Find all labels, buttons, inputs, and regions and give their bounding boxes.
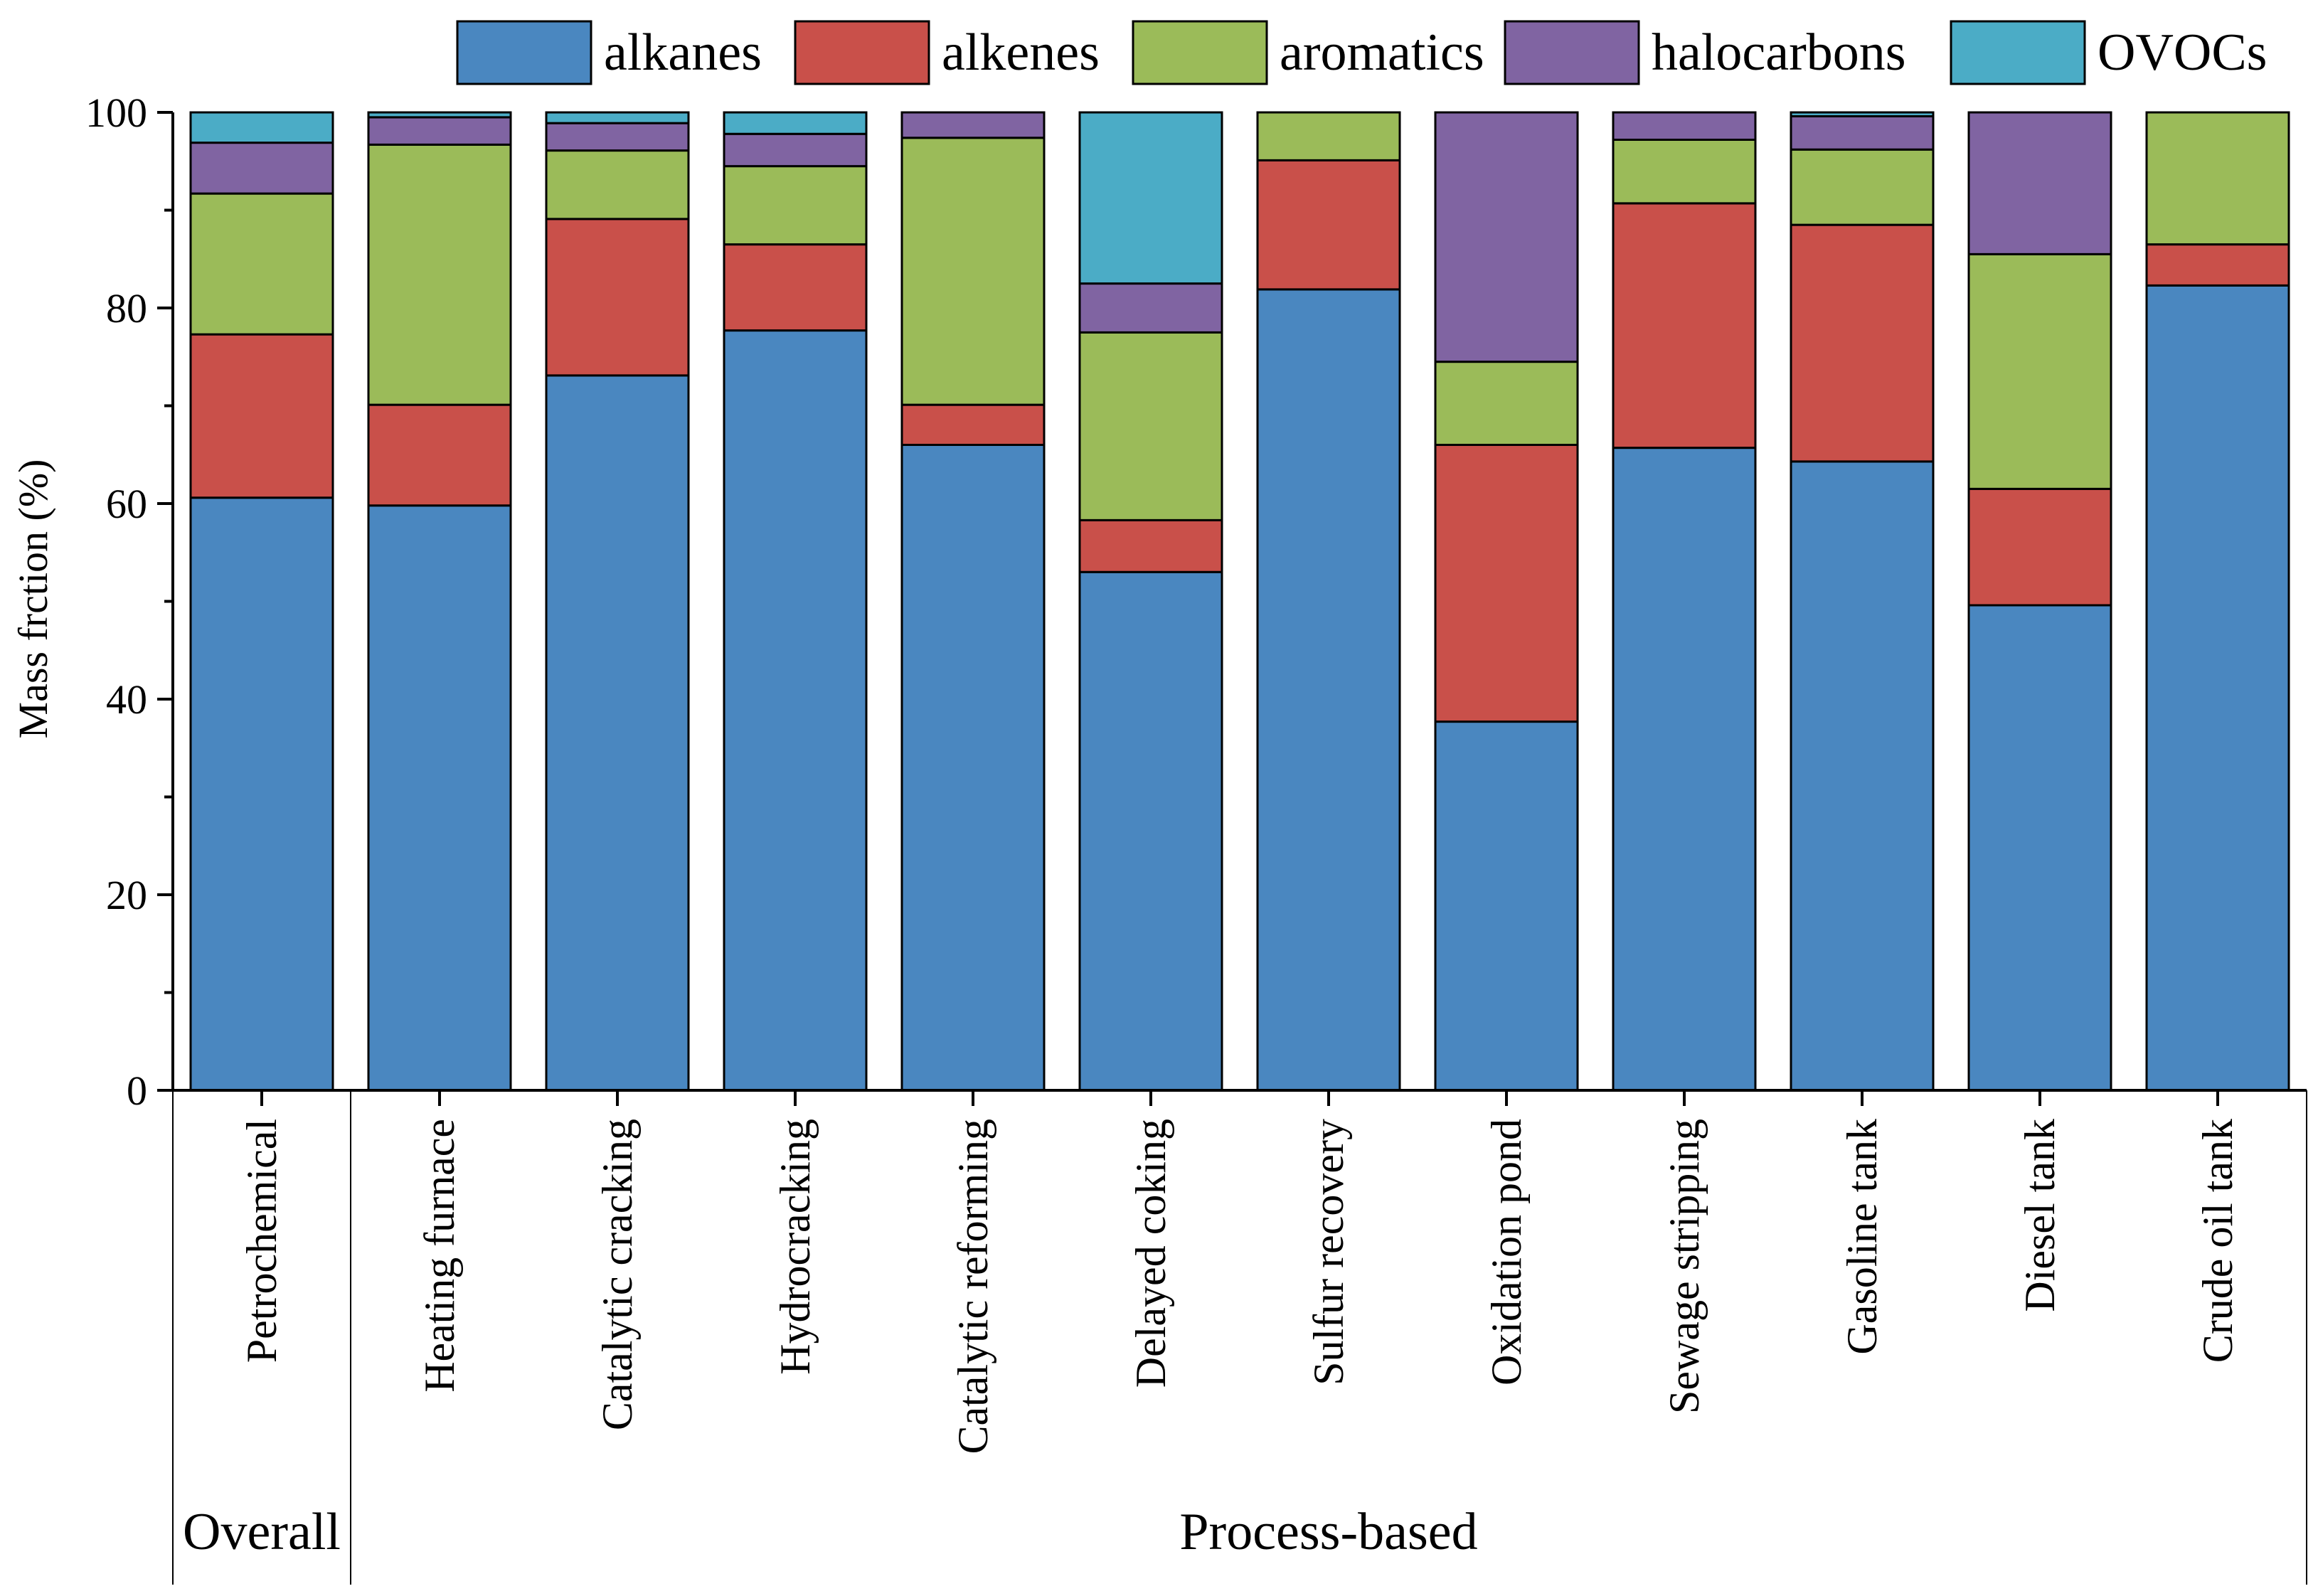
bar-hydrocracking-ovocs [723, 111, 868, 135]
bar-heating-furnace-alkanes [367, 504, 512, 1092]
category-label-gasoline-tank: Gasoline tank [1839, 1119, 1886, 1355]
bar-catalytic-cracking-alkenes [545, 218, 690, 377]
y-tick-label: 100 [85, 90, 147, 136]
bar-hydrocracking-alkanes [723, 329, 868, 1092]
category-label-sewage-stripping: Sewage stripping [1661, 1119, 1708, 1414]
bar-hydrocracking-halocarbons [723, 132, 868, 168]
bar-catalytic-cracking-ovocs [545, 111, 690, 124]
bar-stacks [189, 111, 2290, 1092]
legend-label-aromatics: aromatics [1280, 23, 1484, 82]
bar-petrochemical-aromatics [189, 192, 334, 336]
bar-hydrocracking-alkenes [723, 243, 868, 332]
category-label-petrochemical: Petrochemical [238, 1119, 285, 1363]
bar-sewage-stripping-halocarbons [1612, 111, 1757, 141]
bar-heating-furnace-alkenes [367, 403, 512, 507]
bar-crude-oil-tank-alkenes [2145, 243, 2290, 287]
bar-crude-oil-tank-aromatics [2145, 111, 2290, 246]
category-label-catalytic-reforming: Catalytic reforming [950, 1119, 996, 1454]
bar-petrochemical-alkanes [189, 496, 334, 1092]
category-label-diesel-tank: Diesel tank [2016, 1119, 2063, 1312]
legend-label-halocarbons: halocarbons [1652, 23, 1906, 82]
bar-gasoline-tank-aromatics [1790, 148, 1935, 226]
bar-oxidation-pond-alkenes [1434, 444, 1579, 723]
category-groups: Overall Process-based [172, 1090, 2307, 1585]
bar-catalytic-reforming-alkenes [900, 403, 1046, 446]
bar-sulfur-recovery-alkanes [1256, 288, 1401, 1092]
group-label-overall: Overall [183, 1503, 341, 1561]
bar-gasoline-tank-halocarbons [1790, 115, 1935, 151]
bar-petrochemical-ovocs [189, 111, 334, 144]
bar-oxidation-pond-alkanes [1434, 720, 1579, 1092]
bar-heating-furnace-aromatics [367, 143, 512, 406]
legend: alkanes alkenes aromatics halocarbons OVOCs [456, 20, 2267, 85]
group-label-process-based: Process-based [1179, 1503, 1477, 1561]
y-tick-label: 0 [127, 1068, 147, 1114]
category-label-heating-furnace: Heating furnace [416, 1119, 463, 1393]
bar-petrochemical-halocarbons [189, 142, 334, 195]
bar-delayed-coking-halocarbons [1078, 282, 1223, 334]
category-label-hydrocracking: Hydrocracking [772, 1119, 819, 1375]
bar-gasoline-tank-alkenes [1790, 223, 1935, 463]
bar-gasoline-tank-alkanes [1790, 460, 1935, 1092]
category-label-sulfur-recovery: Sulfur recovery [1305, 1119, 1352, 1385]
bar-delayed-coking-aromatics [1078, 331, 1223, 521]
bar-petrochemical-alkenes [189, 333, 334, 499]
y-tick-label: 60 [106, 481, 147, 527]
y-tick-label: 20 [106, 872, 147, 918]
bar-catalytic-reforming-aromatics [900, 137, 1046, 406]
bar-catalytic-cracking-aromatics [545, 149, 690, 220]
legend-label-alkenes: alkenes [942, 23, 1100, 82]
bar-sulfur-recovery-aromatics [1256, 111, 1401, 161]
legend-label-alkanes: alkanes [604, 23, 762, 82]
bar-catalytic-cracking-alkanes [545, 374, 690, 1092]
category-label-oxidation-pond: Oxidation pond [1483, 1119, 1530, 1385]
legend-swatch-aromatics [1132, 20, 1268, 85]
bar-oxidation-pond-aromatics [1434, 361, 1579, 446]
bar-delayed-coking-alkanes [1078, 570, 1223, 1092]
bar-crude-oil-tank-alkanes [2145, 284, 2290, 1092]
bar-diesel-tank-alkenes [1967, 487, 2112, 607]
bar-gasoline-tank-ovocs [1790, 111, 1935, 117]
y-tick-label: 40 [106, 676, 147, 723]
category-label-delayed-coking: Delayed coking [1127, 1119, 1174, 1388]
category-label-catalytic-cracking: Catalytic cracking [594, 1119, 641, 1430]
bar-diesel-tank-alkanes [1967, 604, 2112, 1092]
bar-hydrocracking-aromatics [723, 165, 868, 246]
bar-sulfur-recovery-alkenes [1256, 159, 1401, 291]
legend-swatch-ovocs [1950, 20, 2086, 85]
bar-delayed-coking-alkenes [1078, 518, 1223, 573]
x-ticks [260, 1090, 2219, 1106]
bar-sewage-stripping-aromatics [1612, 139, 1757, 205]
y-tick-label: 80 [106, 285, 147, 331]
bar-sewage-stripping-alkenes [1612, 202, 1757, 449]
bar-catalytic-reforming-alkanes [900, 444, 1046, 1092]
bar-diesel-tank-aromatics [1967, 252, 2112, 490]
legend-swatch-alkanes [456, 20, 592, 85]
bar-heating-furnace-halocarbons [367, 116, 512, 146]
bar-diesel-tank-halocarbons [1967, 111, 2112, 255]
bar-oxidation-pond-halocarbons [1434, 111, 1579, 363]
category-labels: Petrochemical Heating furnace Catalytic cr… [238, 1119, 2241, 1454]
bar-sewage-stripping-alkanes [1612, 447, 1757, 1092]
legend-swatch-halocarbons [1504, 20, 1640, 85]
legend-label-ovocs: OVOCs [2098, 23, 2267, 82]
bar-heating-furnace-ovocs [367, 111, 512, 119]
legend-swatch-alkenes [794, 20, 930, 85]
bar-delayed-coking-ovocs [1078, 111, 1223, 285]
y-ticks: 0 20 40 60 80 100 [85, 90, 173, 1114]
bar-catalytic-reforming-halocarbons [900, 111, 1046, 139]
bar-catalytic-cracking-halocarbons [545, 122, 690, 152]
category-label-crude-oil-tank: Crude oil tank [2194, 1119, 2241, 1363]
y-axis-label: Mass frction (%) [10, 459, 56, 738]
axes: 0 20 40 60 80 100 [85, 90, 2307, 1114]
